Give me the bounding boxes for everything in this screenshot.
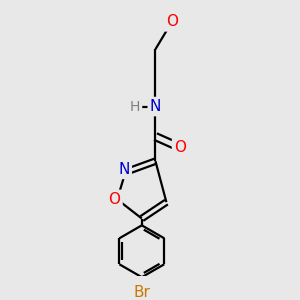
Text: O: O: [109, 192, 121, 207]
Text: H: H: [130, 100, 140, 113]
Text: N: N: [150, 99, 161, 114]
Text: N: N: [118, 162, 130, 177]
Text: O: O: [174, 140, 186, 155]
Text: O: O: [166, 14, 178, 29]
Text: Br: Br: [134, 285, 150, 300]
